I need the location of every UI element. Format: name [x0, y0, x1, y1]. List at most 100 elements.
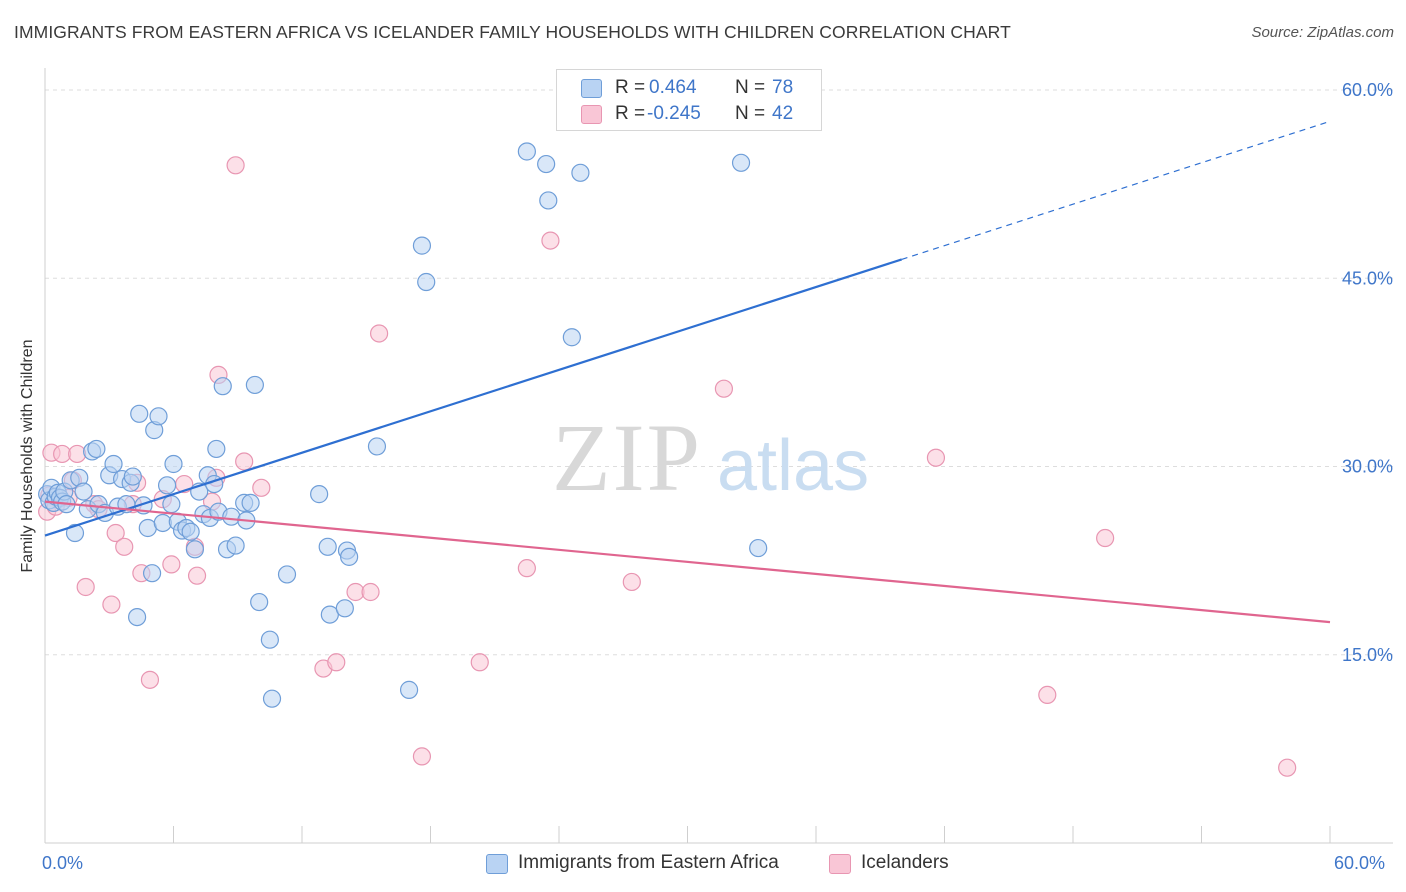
y-tick-label: 15.0%: [1342, 645, 1393, 665]
y-tick-labels: 15.0% 30.0% 45.0% 60.0%: [1342, 80, 1393, 665]
icelanders-trend-line: [44, 500, 1331, 624]
eastern-africa-point: [213, 377, 232, 396]
y-tick-label: 45.0%: [1342, 268, 1393, 288]
icelanders-point: [115, 537, 134, 556]
source-label: Source: ZipAtlas.com: [1251, 24, 1394, 41]
icelanders-point: [162, 555, 181, 574]
icelanders-point: [68, 444, 87, 464]
eastern-africa-point: [367, 437, 387, 456]
eastern-africa-point: [310, 485, 329, 504]
watermark-zip: ZIP: [552, 404, 702, 511]
n-label: N =: [735, 103, 766, 124]
blue-swatch: [581, 79, 602, 98]
icelanders-point: [106, 523, 125, 543]
icelanders-point: [370, 324, 389, 343]
chart-title: IMMIGRANTS FROM EASTERN AFRICA VS ICELAN…: [14, 22, 1011, 42]
eastern-africa-point: [65, 523, 85, 543]
eastern-africa-point: [260, 630, 279, 649]
eastern-africa-point: [749, 538, 768, 558]
y-axis-label: Family Households with Children: [19, 339, 36, 573]
eastern-africa-point: [222, 507, 241, 526]
eastern-africa-point: [412, 236, 432, 255]
blue-swatch: [486, 854, 508, 874]
eastern-africa-point: [731, 153, 751, 172]
icelanders-point: [252, 478, 271, 497]
icelanders-point: [76, 577, 95, 597]
eastern-africa-point: [162, 495, 181, 514]
eastern-africa-point: [181, 522, 200, 541]
eastern-africa-point: [417, 272, 436, 292]
legend-row-eastern-africa: R = 0.464 N = 78: [557, 75, 823, 101]
eastern-africa-point: [207, 439, 226, 459]
icelanders-point: [102, 595, 121, 614]
icelanders-point: [470, 653, 489, 672]
n-label: N =: [735, 77, 766, 98]
icelanders-point: [361, 582, 380, 602]
r-label: R =: [615, 77, 646, 98]
watermark: ZIP atlas: [552, 404, 869, 511]
pink-swatch: [829, 854, 851, 874]
eastern-africa-point: [104, 454, 123, 474]
eastern-africa-point: [164, 454, 183, 474]
eastern-africa-point: [153, 513, 172, 533]
eastern-africa-point: [571, 163, 590, 182]
icelanders-point: [235, 452, 254, 471]
n-value: 78: [772, 77, 794, 98]
icelanders-point: [412, 747, 432, 766]
y-tick-label: 30.0%: [1342, 457, 1393, 477]
x-tick-label-max: 60.0%: [1334, 853, 1386, 873]
watermark-atlas: atlas: [717, 426, 869, 506]
eastern-africa-point: [241, 493, 260, 512]
icelanders-point: [622, 572, 641, 592]
eastern-africa-point: [130, 404, 149, 423]
r-value: 0.464: [649, 77, 697, 98]
icelanders-point: [327, 653, 346, 672]
eastern-africa-point: [149, 407, 168, 426]
icelanders-point: [714, 379, 734, 398]
eastern-africa-point: [277, 565, 297, 584]
icelanders-point: [1096, 528, 1115, 548]
eastern-africa-point: [539, 191, 558, 210]
legend-row-icelanders: R = -0.245 N = 42: [557, 101, 823, 127]
n-value: 42: [772, 103, 794, 124]
eastern-africa-points: [38, 142, 768, 708]
icelanders-point: [1038, 685, 1057, 705]
eastern-africa-trend-extension: [901, 120, 1331, 260]
eastern-africa-point: [142, 564, 162, 583]
icelanders-point: [140, 670, 160, 689]
trend-lines: [44, 120, 1331, 624]
eastern-africa-point: [335, 599, 354, 618]
eastern-africa-point: [318, 537, 337, 556]
eastern-africa-point: [250, 592, 269, 612]
icelanders-point: [226, 156, 245, 175]
eastern-africa-point: [340, 547, 359, 566]
eastern-africa-point: [157, 476, 177, 495]
eastern-africa-point: [185, 540, 205, 559]
r-label: R =: [615, 103, 646, 124]
eastern-africa-point: [127, 607, 147, 627]
eastern-africa-point: [123, 467, 142, 486]
eastern-africa-point: [537, 154, 556, 174]
eastern-africa-point: [517, 142, 536, 161]
eastern-africa-point: [562, 328, 581, 347]
icelanders-point: [1278, 758, 1297, 777]
eastern-africa-point: [399, 680, 419, 699]
grid-lines: [45, 89, 1393, 656]
icelanders-point: [187, 566, 207, 585]
eastern-africa-point: [74, 482, 93, 501]
stats-legend: R = 0.464 N = 78 R = -0.245 N = 42: [556, 69, 822, 131]
x-tick-label-min: 0.0%: [42, 853, 84, 873]
eastern-africa-point: [245, 375, 264, 395]
series-legend: Immigrants from Eastern Africa Icelander…: [0, 851, 1406, 879]
eastern-africa-point: [87, 439, 106, 459]
icelanders-point: [926, 448, 946, 467]
eastern-africa-trend-line: [44, 258, 903, 537]
eastern-africa-point: [262, 689, 282, 708]
r-value: -0.245: [647, 103, 701, 124]
legend-label: Immigrants from Eastern Africa: [518, 852, 779, 873]
y-tick-label: 60.0%: [1342, 80, 1393, 100]
icelanders-point: [517, 559, 536, 578]
pink-swatch: [581, 105, 602, 124]
icelanders-point: [541, 231, 560, 250]
legend-label: Icelanders: [861, 852, 949, 873]
